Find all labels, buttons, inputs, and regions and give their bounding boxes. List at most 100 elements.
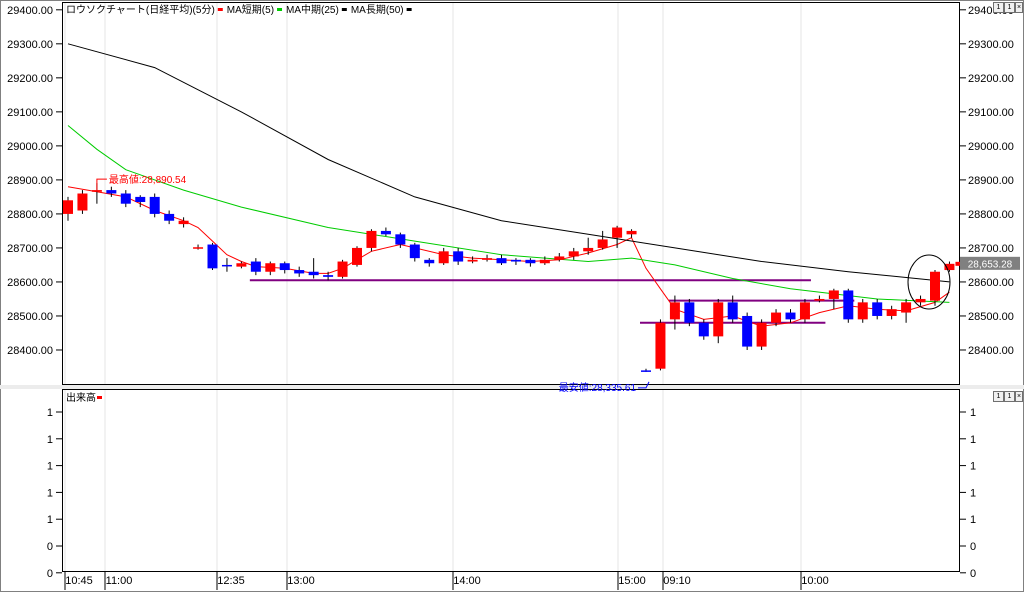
volume-panel-minimize-button[interactable]: 1 [993,391,1004,402]
candle-down [308,271,319,276]
price-tick-label-left: 28600.00 [7,277,53,289]
candle-down [395,234,406,245]
price-tick-label-left: 28700.00 [7,243,53,255]
candle-up [930,271,940,301]
candle-up [756,322,767,347]
volume-tick-label-left: 0 [47,541,53,553]
candle-up [814,298,825,301]
candles [63,183,964,372]
volume-tick-label-right: 1 [970,514,976,526]
current-price-tag-bg [960,256,1020,270]
time-tick-label: 09:10 [663,575,691,587]
candle-down [496,258,507,264]
volume-tick-label-right: 1 [970,407,976,419]
volume-legend: 出来高 [66,391,102,404]
candle-up [554,256,565,260]
candle-up [178,220,189,225]
candle-up [438,251,449,264]
candle-up [857,302,868,320]
high-leader-line [96,178,107,192]
candle-down [727,302,738,320]
price-tick-label-left: 28400.00 [7,345,53,357]
time-tick-label: 13:00 [287,575,315,587]
candle-up [669,302,680,320]
candle-up [713,302,724,337]
candle-down [380,230,391,235]
volume-tick-label-left: 1 [47,434,53,446]
candle-down [135,196,146,203]
candle-down [525,259,536,264]
candle-down [785,312,796,320]
candle-up [799,302,810,320]
candle-down [641,370,651,372]
ma-long-line [67,43,950,283]
volume-axis: 1111111111000000 [47,407,976,595]
candle-down [250,261,261,272]
candle-up [352,247,362,265]
main-panel-maximize-button[interactable]: 1 [1004,2,1015,13]
price-tick-label-left: 28800.00 [7,209,53,221]
candle-down [409,244,420,259]
price-tick-label-left: 29000.00 [7,141,53,153]
panel-separator[interactable] [0,385,1024,389]
volume-legend-swatch [97,396,102,399]
price-tick-label-right: 28600.00 [968,277,1014,289]
price-tick-label-left: 29300.00 [7,39,53,51]
main-panel-close-button[interactable]: × [1015,2,1023,13]
candle-down [149,196,160,214]
candle-down [294,270,305,274]
candle-up [886,309,897,316]
candle-down [221,264,232,267]
volume-tick-label-left: 1 [47,487,53,499]
time-tick-label: 15:00 [618,575,646,587]
candle-up [482,258,493,260]
time-tick-label: 12:35 [217,575,245,587]
candle-down [279,263,290,271]
time-tick-label: 14:00 [453,575,481,587]
volume-tick-label-right: 1 [970,434,976,446]
price-tick-label-left: 29400.00 [7,5,53,17]
candle-up [568,251,579,257]
volume-tick-label-right: 1 [970,461,976,473]
volume-tick-label-right: 1 [970,487,976,499]
candle-up [901,302,912,313]
low-leader-line [638,381,650,389]
legend-swatch [217,8,223,11]
main-legend: ロウソクチャート(日経平均)(5分) MA短期(5) MA中期(25) MA長期(50… [66,3,412,16]
candle-down [164,213,175,221]
legend-label: MA中期(25) [286,3,339,16]
price-tick-label-right: 28400.00 [968,345,1014,357]
price-tick-label-right: 28500.00 [968,311,1014,323]
main-panel-minimize-button[interactable]: 1 [993,2,1004,13]
legend-swatch [277,8,283,11]
legend-swatch [406,8,412,11]
volume-legend-label: 出来高 [66,391,96,404]
time-tick-label: 10:45 [65,575,93,587]
candle-up [771,312,782,323]
candle-up [539,259,550,264]
low-annotation-text: 最安値:28,335.61 [559,381,637,394]
low-annotation: 最安値:28,335.61 [559,381,650,394]
price-tick-label-right: 29200.00 [968,73,1014,85]
grid-lines [64,3,802,571]
candle-up [626,230,637,235]
candle-up [612,227,623,238]
volume-tick-label-left: 1 [47,514,53,526]
candle-down [510,259,521,262]
legend-label: ロウソクチャート(日経平均)(5分) [66,3,215,16]
volume-panel-close-button[interactable]: × [1015,391,1023,402]
price-tick-label-left: 29100.00 [7,107,53,119]
candle-up [583,247,594,252]
legend-label: MA長期(50) [351,4,404,16]
main-plot-frame [62,2,960,385]
time-tick-label: 10:00 [801,575,829,587]
candle-down [684,302,695,323]
candle-down [424,259,435,264]
price-tick-label-right: 29000.00 [968,141,1014,153]
candle-down [698,322,709,337]
volume-panel-maximize-button[interactable]: 1 [1004,391,1015,402]
price-tick-label-left: 28900.00 [7,175,53,187]
candle-down [453,251,464,262]
